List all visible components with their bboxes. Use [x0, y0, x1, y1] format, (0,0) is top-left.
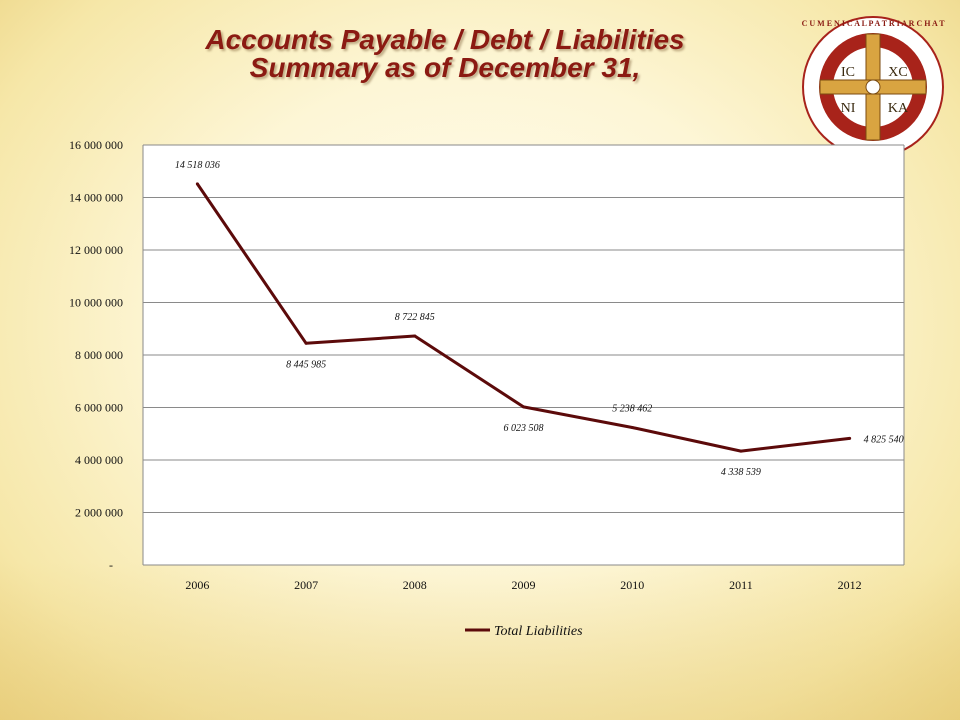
data-label: 8 445 985 — [286, 359, 326, 370]
data-point — [739, 449, 743, 453]
y-tick-label: 2 000 000 — [75, 506, 123, 520]
y-tick-label: - — [109, 558, 113, 572]
data-point — [413, 334, 417, 338]
y-tick-label: 4 000 000 — [75, 453, 123, 467]
x-tick-label: 2009 — [512, 578, 536, 592]
data-label: 4 825 540 — [864, 434, 904, 445]
legend-label: Total Liabilities — [494, 624, 583, 639]
y-tick-label: 8 000 000 — [75, 348, 123, 362]
x-tick-label: 2007 — [294, 578, 318, 592]
x-tick-label: 2012 — [838, 578, 862, 592]
y-tick-label: 6 000 000 — [75, 401, 123, 415]
y-tick-label: 16 000 000 — [69, 138, 123, 152]
legend: Total Liabilities — [465, 624, 583, 639]
y-tick-label: 12 000 000 — [69, 243, 123, 257]
y-tick-label: 14 000 000 — [69, 191, 123, 205]
data-label: 14 518 036 — [175, 160, 220, 171]
data-label: 5 238 462 — [612, 403, 652, 414]
data-point — [195, 182, 199, 186]
archdiocese-seal-icon: E C U M E N I C A L P A T R I A R C H A … — [800, 16, 946, 158]
y-tick-label: 10 000 000 — [69, 296, 123, 310]
data-label: 6 023 508 — [504, 423, 544, 434]
svg-text:XC: XC — [888, 65, 907, 80]
title-line-1: Accounts Payable / Debt / Liabilities — [205, 24, 685, 55]
data-point — [848, 436, 852, 440]
data-point — [522, 405, 525, 409]
data-point — [304, 341, 308, 345]
x-tick-label: 2011 — [729, 578, 753, 592]
x-tick-label: 2008 — [403, 578, 427, 592]
svg-text:KA: KA — [888, 101, 909, 116]
svg-text:E C U M E N I C A L P A T R I: E C U M E N I C A L P A T R I A R C H A … — [800, 19, 946, 28]
x-tick-label: 2006 — [185, 578, 209, 592]
data-label: 4 338 539 — [721, 467, 761, 478]
svg-text:NI: NI — [841, 101, 856, 116]
svg-text:IC: IC — [841, 65, 855, 80]
data-point — [630, 425, 634, 429]
data-label: 8 722 845 — [395, 312, 435, 323]
x-tick-label: 2010 — [620, 578, 644, 592]
title-line-2: Summary as of December 31, — [249, 52, 641, 83]
chart-title: Accounts Payable / Debt / Liabilities Su… — [110, 26, 780, 82]
